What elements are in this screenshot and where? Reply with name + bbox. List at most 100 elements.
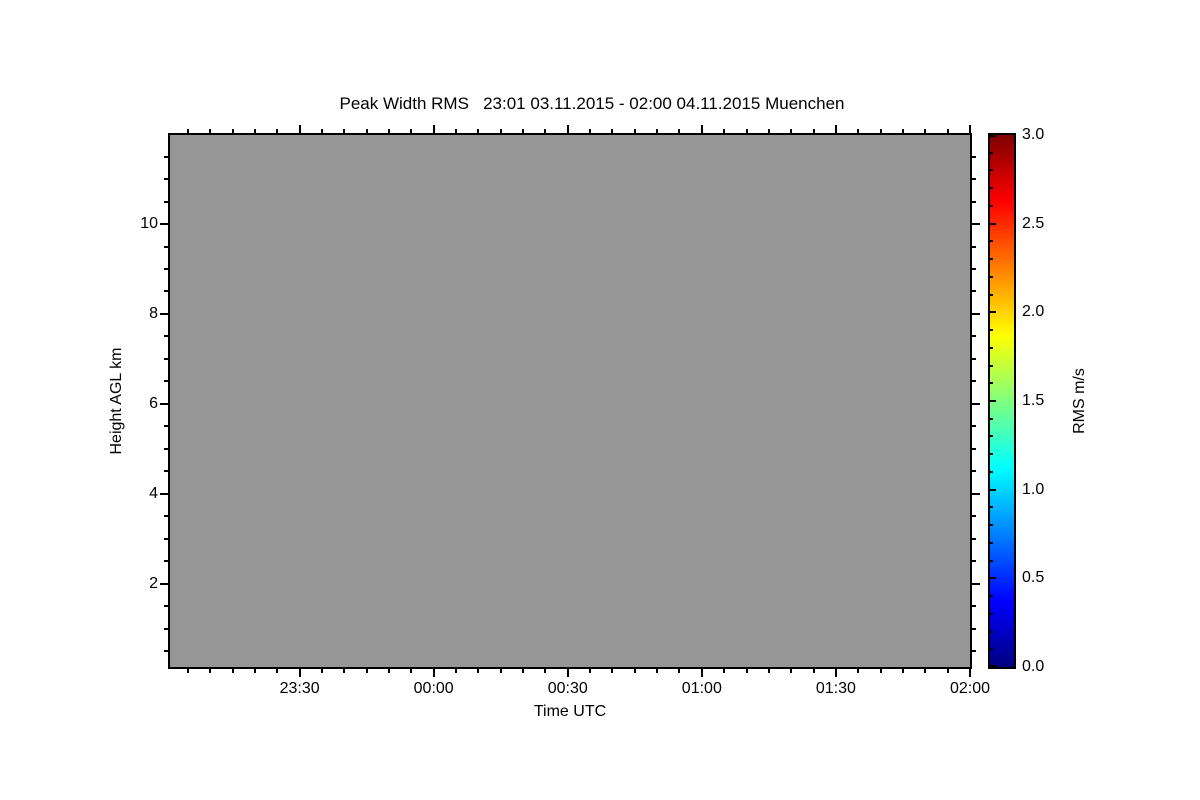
colorbar-minor-tick [990, 630, 993, 633]
x-minor-tick-top [387, 129, 390, 133]
x-minor-tick [901, 669, 904, 673]
x-minor-tick-top [790, 129, 793, 133]
x-minor-tick-top [522, 129, 525, 133]
colorbar-minor-tick [990, 541, 993, 544]
y-tick-label: 6 [149, 394, 158, 412]
x-minor-tick-top [656, 129, 659, 133]
x-minor-tick-top [343, 129, 346, 133]
x-tick-label: 00:00 [413, 680, 454, 697]
colorbar-tick-label: 2.5 [1022, 214, 1045, 232]
colorbar-minor-tick [990, 293, 993, 296]
x-major-tick [432, 669, 435, 677]
x-major-tick-top [834, 125, 837, 133]
colorbar-title: RMS m/s [1071, 368, 1088, 434]
colorbar-minor-tick [990, 346, 993, 349]
colorbar-minor-tick [990, 364, 993, 367]
x-minor-tick-top [253, 129, 256, 133]
x-minor-tick-top [812, 129, 815, 133]
y-minor-tick-right [972, 650, 976, 653]
colorbar-frame [988, 133, 1016, 669]
x-minor-tick-top [901, 129, 904, 133]
y-minor-tick [164, 425, 168, 428]
y-minor-tick [164, 515, 168, 518]
y-tick-label: 4 [149, 484, 158, 502]
x-minor-tick [611, 669, 614, 673]
y-minor-tick [164, 178, 168, 181]
plot-title: Peak Width RMS 23:01 03.11.2015 - 02:00 … [339, 94, 845, 113]
y-major-tick [160, 223, 168, 226]
colorbar-tick-label: 0.5 [1022, 569, 1045, 587]
colorbar-major-tick [990, 577, 996, 580]
x-tick-label: 02:00 [949, 680, 991, 697]
x-tick-label: 01:30 [815, 680, 856, 697]
y-major-tick [160, 582, 168, 585]
x-minor-tick-top [410, 129, 413, 133]
colorbar-major-tick [990, 488, 996, 491]
x-minor-tick [343, 669, 346, 673]
x-minor-tick-top [276, 129, 279, 133]
y-major-tick [160, 312, 168, 315]
y-minor-tick-right [972, 425, 976, 428]
x-minor-tick [723, 669, 726, 673]
y-major-tick-right [972, 582, 980, 585]
x-major-tick-top [969, 125, 971, 133]
y-minor-tick [164, 290, 168, 293]
y-minor-tick-right [972, 335, 976, 338]
colorbar-minor-tick [990, 187, 993, 190]
x-minor-tick-top [611, 129, 614, 133]
colorbar-minor-tick [990, 595, 993, 598]
y-minor-tick-right [972, 290, 976, 293]
x-minor-tick [320, 669, 323, 673]
x-minor-tick [790, 669, 793, 673]
x-minor-tick-top [589, 129, 592, 133]
x-minor-tick [253, 669, 256, 673]
y-major-tick-right [972, 492, 980, 495]
y-minor-tick-right [972, 537, 976, 540]
colorbar-minor-tick [990, 506, 993, 509]
colorbar-minor-tick [990, 275, 993, 278]
colorbar-minor-tick [990, 612, 993, 615]
y-minor-tick-right [972, 380, 976, 383]
y-tick-label: 10 [140, 215, 158, 233]
colorbar-minor-tick [990, 169, 993, 172]
x-minor-tick-top [857, 129, 860, 133]
y-minor-tick-right [972, 200, 976, 203]
colorbar-major-tick [990, 311, 996, 314]
y-minor-tick [164, 470, 168, 473]
colorbar-minor-tick [990, 240, 993, 243]
x-minor-tick [522, 669, 525, 673]
y-minor-tick-right [972, 245, 976, 248]
y-minor-tick [164, 335, 168, 338]
colorbar-minor-tick [990, 559, 993, 562]
x-minor-tick-top [455, 129, 458, 133]
x-minor-tick [209, 669, 212, 673]
x-minor-tick [924, 669, 927, 673]
y-minor-tick [164, 245, 168, 248]
x-minor-tick-top [231, 129, 234, 133]
x-minor-tick [946, 669, 949, 673]
y-minor-tick [164, 200, 168, 203]
x-minor-tick [477, 669, 480, 673]
x-minor-tick [678, 669, 681, 673]
x-major-tick-top [298, 125, 301, 133]
colorbar-tick-label: 1.0 [1022, 480, 1045, 498]
x-minor-tick [857, 669, 860, 673]
y-minor-tick-right [972, 515, 976, 518]
x-tick-label: 00:30 [547, 680, 588, 697]
colorbar-tick-label: 0.0 [1022, 658, 1045, 675]
x-minor-tick [455, 669, 458, 673]
x-minor-tick-top [209, 129, 212, 133]
x-major-tick [566, 669, 569, 677]
x-axis-title: Time UTC [533, 703, 607, 720]
y-minor-tick-right [972, 357, 976, 360]
x-minor-tick-top [745, 129, 748, 133]
x-major-tick [700, 669, 703, 677]
y-tick-label: 2 [149, 574, 158, 592]
y-major-tick-right [972, 223, 980, 226]
x-minor-tick-top [499, 129, 502, 133]
colorbar-minor-tick [990, 453, 993, 456]
colorbar-major-tick [990, 222, 996, 225]
x-minor-tick-top [924, 129, 927, 133]
x-minor-tick-top [186, 129, 189, 133]
